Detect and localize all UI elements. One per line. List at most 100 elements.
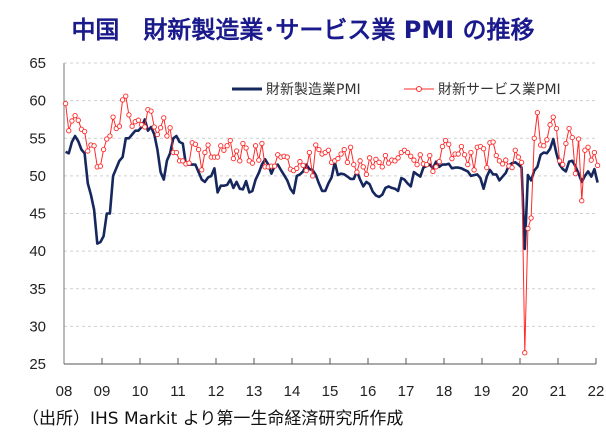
services-pmi-point xyxy=(509,164,515,171)
chart-title: 中国 財新製造業･サービス業 PMI の推移 xyxy=(71,16,535,44)
services-pmi-point xyxy=(468,149,474,156)
services-pmi-point xyxy=(515,154,522,160)
services-pmi-point xyxy=(395,155,401,161)
services-pmi-point xyxy=(436,158,442,165)
services-pmi-point xyxy=(446,141,452,147)
services-pmi-point xyxy=(480,146,487,152)
services-pmi-point xyxy=(164,133,170,139)
services-pmi-point xyxy=(575,136,582,142)
services-pmi-point xyxy=(214,154,221,160)
services-pmi-point xyxy=(300,162,306,168)
services-pmi-point xyxy=(566,125,572,132)
services-pmi-point xyxy=(525,225,531,232)
services-pmi-point xyxy=(579,198,585,204)
services-pmi-point xyxy=(414,161,420,168)
services-pmi-point xyxy=(423,161,430,168)
x-tick-label: 19 xyxy=(474,383,491,400)
services-pmi-point xyxy=(550,114,556,120)
services-pmi-point xyxy=(186,160,192,166)
services-pmi-point xyxy=(496,158,503,164)
services-pmi-point xyxy=(563,140,569,147)
x-tick-label: 09 xyxy=(94,383,111,400)
x-tick-label: 10 xyxy=(132,383,149,400)
services-pmi-point xyxy=(316,146,322,153)
services-pmi-point xyxy=(373,156,379,162)
services-pmi-point xyxy=(547,122,553,128)
services-pmi-point xyxy=(66,128,72,134)
source-note: （出所）IHS Markit より第一生命経済研究所作成 xyxy=(22,409,404,429)
services-pmi-point xyxy=(97,163,104,169)
services-pmi-point xyxy=(354,169,360,175)
services-pmi-point xyxy=(167,125,173,131)
x-tick-label: 08 xyxy=(56,383,73,400)
services-pmi-point xyxy=(484,164,490,171)
services-pmi-point xyxy=(243,145,249,151)
y-axis-ticks: 25 30 35 40 45 50 55 60 65 xyxy=(29,55,46,373)
services-pmi-point xyxy=(85,148,91,154)
services-pmi-point xyxy=(338,151,344,157)
services-pmi-point xyxy=(104,136,110,142)
services-pmi-point xyxy=(205,142,211,148)
services-pmi-point xyxy=(582,147,588,153)
services-pmi-point xyxy=(569,134,575,141)
services-pmi-point xyxy=(227,137,233,144)
services-pmi-point xyxy=(173,149,180,156)
services-pmi-point xyxy=(534,110,541,116)
y-tick-label: 65 xyxy=(29,55,46,72)
x-tick-label: 14 xyxy=(284,383,301,400)
x-tick-label: 13 xyxy=(246,383,263,400)
services-pmi-point xyxy=(294,165,300,172)
services-pmi-point xyxy=(512,147,518,153)
services-pmi-point xyxy=(62,100,69,107)
services-pmi-point xyxy=(100,146,107,153)
services-pmi-point xyxy=(119,97,126,103)
series-group xyxy=(62,93,601,356)
services-pmi-point xyxy=(544,137,550,143)
services-pmi-point xyxy=(433,164,439,170)
services-pmi-point xyxy=(75,117,81,123)
services-pmi-point xyxy=(135,117,142,123)
y-tick-label: 25 xyxy=(29,356,46,373)
services-pmi-point xyxy=(351,161,357,168)
services-pmi-point xyxy=(585,144,591,150)
services-pmi-point xyxy=(594,162,601,168)
legend-marker-services xyxy=(416,86,422,92)
services-pmi-point xyxy=(195,146,202,153)
services-pmi-point xyxy=(129,123,135,129)
services-pmi-point xyxy=(126,112,132,118)
services-pmi-point xyxy=(347,144,354,150)
services-pmi-point xyxy=(341,146,347,153)
services-pmi-point xyxy=(363,171,370,178)
y-tick-label: 45 xyxy=(29,206,46,223)
x-tick-label: 17 xyxy=(398,383,415,400)
services-pmi-point xyxy=(499,161,506,167)
services-pmi-point xyxy=(404,149,411,156)
services-pmi-point xyxy=(408,153,414,159)
services-pmi-point xyxy=(154,131,161,138)
services-pmi-point xyxy=(439,143,446,150)
services-pmi-point xyxy=(370,164,376,170)
services-pmi-point xyxy=(490,139,496,145)
services-pmi-point xyxy=(471,167,477,173)
services-pmi-point xyxy=(91,143,97,149)
services-pmi-point xyxy=(442,137,449,144)
services-pmi-point xyxy=(503,157,509,163)
services-pmi-point xyxy=(202,149,208,156)
services-pmi-point xyxy=(107,133,113,139)
services-pmi-point xyxy=(259,140,265,147)
services-pmi-point xyxy=(199,167,205,173)
services-pmi-point xyxy=(465,161,471,168)
services-pmi-point xyxy=(366,155,373,161)
x-tick-label: 18 xyxy=(436,383,453,400)
services-pmi-point xyxy=(72,113,78,119)
services-pmi-point xyxy=(449,155,455,162)
services-pmi-point xyxy=(376,159,382,165)
services-pmi-point xyxy=(192,141,199,147)
services-pmi-point xyxy=(430,168,436,175)
services-pmi-point xyxy=(493,152,499,159)
y-tick-label: 50 xyxy=(29,168,46,185)
services-pmi-point xyxy=(344,159,351,165)
services-pmi-point xyxy=(233,148,240,154)
x-tick-label: 22 xyxy=(588,383,605,400)
